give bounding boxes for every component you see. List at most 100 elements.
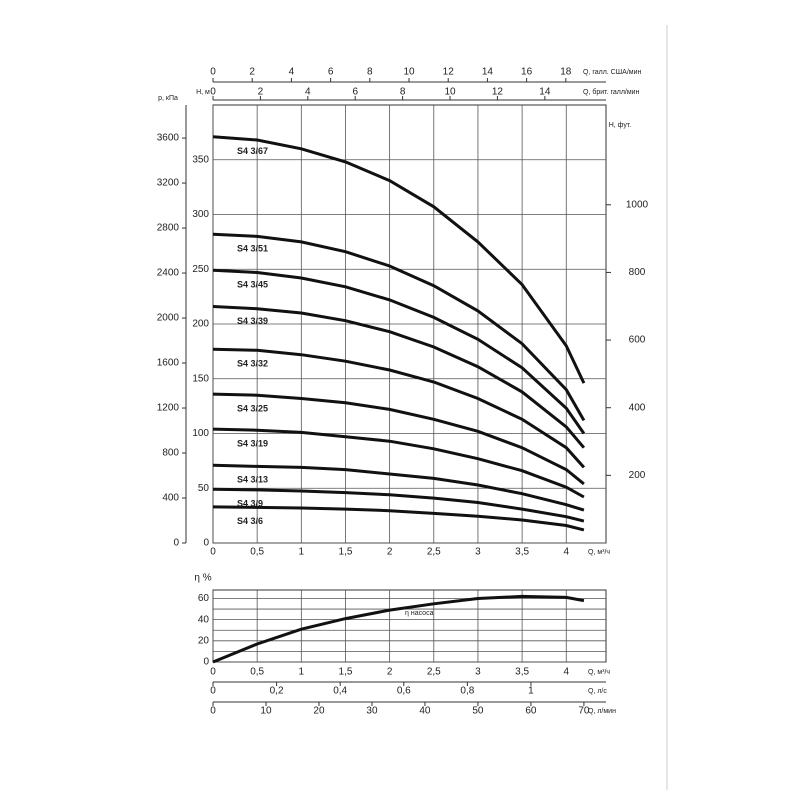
y-tick-label: 200 (192, 319, 209, 330)
bottom-tick-label: 10 (260, 706, 272, 717)
bottom-axis-title: Q, м³/ч (588, 669, 610, 676)
bottom-tick-label: 40 (419, 706, 431, 717)
bottom-axis-title: Q, л/мин (588, 708, 616, 715)
x-tick-label: 3 (475, 547, 481, 558)
curve-label: S4 3/13 (237, 475, 268, 485)
top-axis-title: Q, галл. США/мин (583, 69, 641, 76)
y-tick-label: 150 (192, 373, 209, 384)
curve (212, 463, 585, 512)
p-axis-title: р, кПа (158, 95, 178, 102)
y2-tick-label: 800 (629, 267, 646, 278)
curve-label: S4 3/32 (237, 359, 268, 369)
bottom-tick-label: 1 (299, 667, 305, 678)
curve (212, 347, 586, 469)
bottom-tick-label: 60 (525, 706, 537, 717)
curve-label: S4 3/25 (237, 403, 268, 413)
x-axis-title: Q, м³/ч (588, 549, 610, 556)
top-tick-label: 0 (210, 87, 216, 98)
p-tick-label: 2400 (157, 268, 180, 279)
curve (212, 232, 586, 422)
top-tick-label: 4 (305, 87, 311, 98)
y-tick-label: 0 (203, 657, 209, 668)
x-tick-label: 3,5 (515, 547, 529, 558)
top-tick-label: 18 (560, 67, 572, 78)
bottom-tick-label: 0 (210, 686, 216, 697)
bottom-tick-label: 0,6 (397, 686, 411, 697)
y-tick-label: 350 (192, 154, 209, 165)
y2-tick-label: 600 (629, 335, 646, 346)
p-tick-label: 1600 (157, 358, 180, 369)
curve-label: S4 3/19 (237, 438, 268, 448)
top-tick-label: 14 (482, 67, 494, 78)
x-tick-label: 4 (563, 547, 569, 558)
curve-label: S4 3/67 (237, 146, 268, 156)
bottom-tick-label: 30 (366, 706, 378, 717)
curve-label: S4 3/39 (237, 316, 268, 326)
x-tick-label: 0 (210, 547, 216, 558)
bottom-tick-label: 0 (210, 667, 216, 678)
top-tick-label: 6 (352, 87, 358, 98)
top-axis-title: Q, брит. галл/мин (583, 88, 640, 96)
top-tick-label: 10 (444, 87, 456, 98)
p-tick-label: 400 (162, 493, 179, 504)
curve (212, 135, 586, 384)
p-tick-label: 800 (162, 448, 179, 459)
bottom-tick-label: 70 (578, 706, 590, 717)
bottom-tick-label: 0,4 (333, 686, 347, 697)
p-tick-label: 2800 (157, 223, 180, 234)
p-tick-label: 2000 (157, 313, 180, 324)
y2-axis-title: H, фут. (609, 122, 632, 129)
bottom-tick-label: 2,5 (427, 667, 441, 678)
curve (212, 427, 585, 499)
bottom-tick-label: 1,5 (339, 667, 353, 678)
top-tick-label: 2 (249, 67, 255, 78)
top-tick-label: 12 (443, 67, 455, 78)
bottom-tick-label: 0,5 (250, 667, 264, 678)
x-tick-label: 1,5 (339, 547, 353, 558)
top-tick-label: 12 (492, 87, 504, 98)
y-tick-label: 100 (192, 428, 209, 439)
curve (212, 487, 585, 523)
p-tick-label: 3200 (157, 178, 180, 189)
y-tick-label: 300 (192, 209, 209, 220)
curve-label: S4 3/6 (237, 516, 263, 526)
top-tick-label: 16 (521, 67, 533, 78)
y-axis-title: H, м (196, 89, 210, 96)
bottom-tick-label: 0,2 (270, 686, 284, 697)
curve-label: η насоса (405, 610, 434, 617)
curve (212, 594, 585, 664)
top-tick-label: 0 (210, 67, 216, 78)
x-tick-label: 2,5 (427, 547, 441, 558)
y-tick-label: 40 (198, 614, 210, 625)
x-tick-label: 2 (387, 547, 393, 558)
curve-label: S4 3/45 (237, 280, 268, 290)
y2-tick-label: 400 (629, 402, 646, 413)
bottom-tick-label: 2 (387, 667, 393, 678)
curve-label: S4 3/9 (237, 499, 263, 509)
y2-tick-label: 200 (629, 470, 646, 481)
p-tick-label: 1200 (157, 403, 180, 414)
curve (212, 392, 585, 486)
curve (212, 268, 586, 435)
p-tick-label: 0 (173, 538, 179, 549)
y2-tick-label: 1000 (626, 199, 649, 210)
bottom-tick-label: 3 (475, 667, 481, 678)
curve-label: S4 3/51 (237, 244, 268, 254)
y-tick-label: 60 (198, 593, 210, 604)
bottom-tick-label: 0 (210, 706, 216, 717)
top-tick-label: 14 (539, 87, 551, 98)
x-tick-label: 0,5 (250, 547, 264, 558)
y-tick-label: 250 (192, 264, 209, 275)
y-axis-title: η % (194, 573, 211, 584)
y-tick-label: 50 (198, 483, 210, 494)
bottom-tick-label: 50 (472, 706, 484, 717)
bottom-tick-label: 20 (313, 706, 325, 717)
x-tick-label: 1 (299, 547, 305, 558)
top-tick-label: 8 (400, 87, 406, 98)
top-tick-label: 2 (258, 87, 264, 98)
p-tick-label: 3600 (157, 133, 180, 144)
bottom-tick-label: 3,5 (515, 667, 529, 678)
bottom-tick-label: 0,8 (460, 686, 474, 697)
top-tick-label: 6 (328, 67, 334, 78)
